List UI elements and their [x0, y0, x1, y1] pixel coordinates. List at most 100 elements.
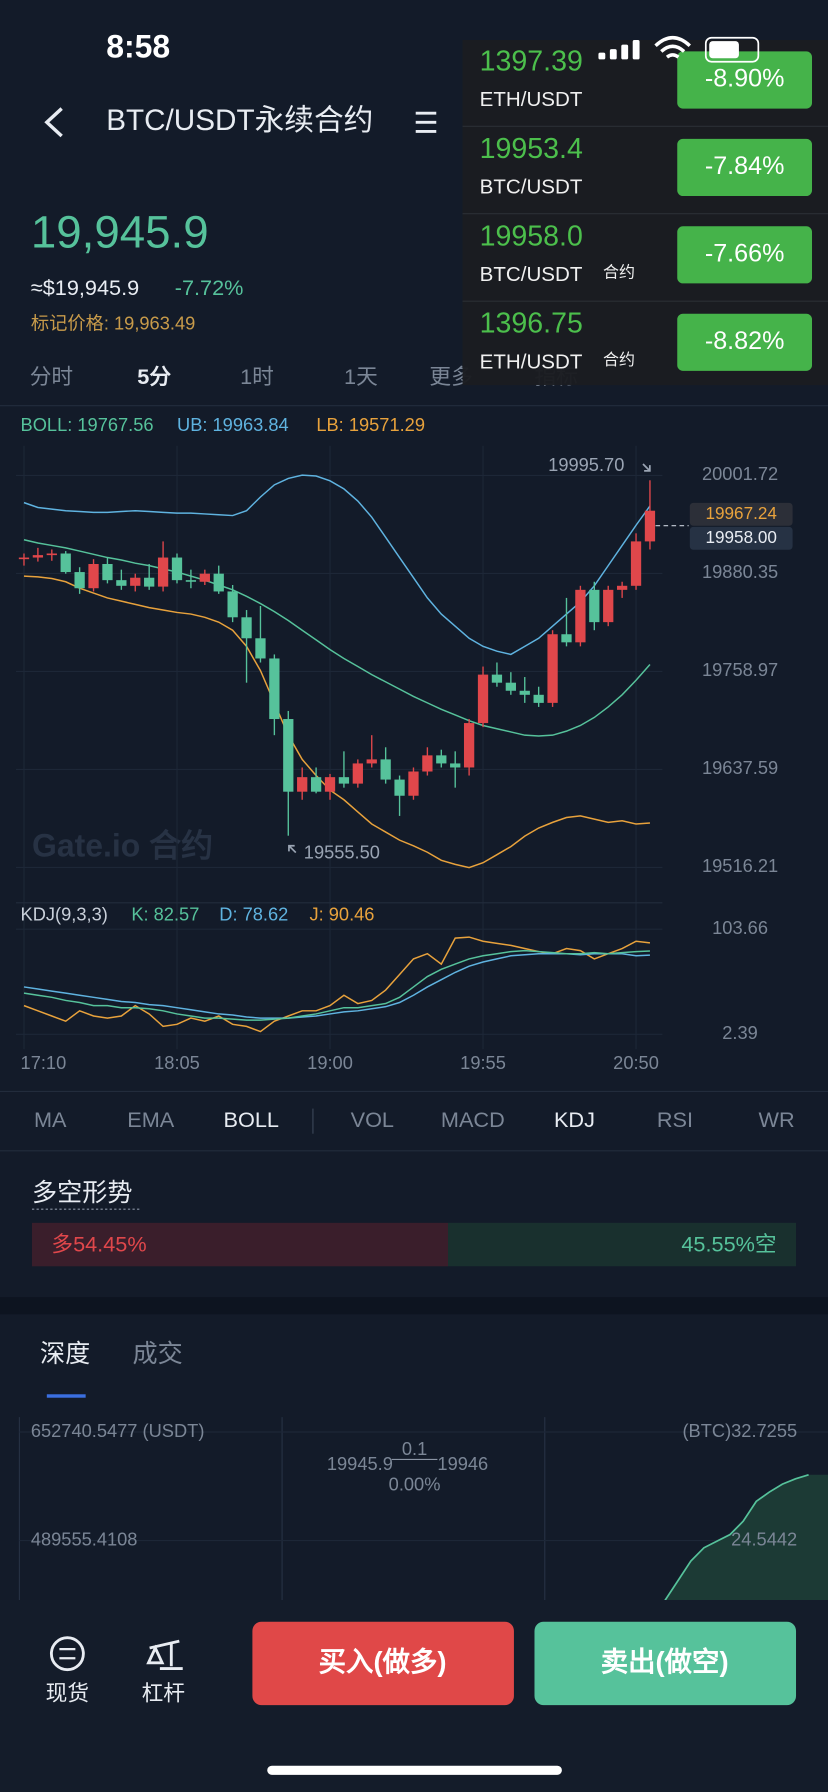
notification-price: 1397.39 — [480, 45, 583, 77]
candle-body — [436, 755, 447, 764]
x-tick-label: 19:00 — [307, 1052, 353, 1073]
interval-tab[interactable]: 1天 — [344, 364, 378, 389]
notification-change: -8.82% — [705, 327, 785, 355]
candle-body — [352, 763, 363, 784]
y-tick-label: 19637.59 — [702, 757, 778, 778]
spread: 0.1 — [402, 1438, 427, 1459]
indicator-tab[interactable]: BOLL — [224, 1107, 279, 1132]
x-tick-label: 19:55 — [460, 1052, 506, 1073]
notification-price: 19953.4 — [480, 133, 583, 165]
mark-price-tag: 19967.24 — [705, 503, 777, 523]
indicator-tab[interactable]: RSI — [657, 1107, 693, 1132]
spot-icon[interactable] — [49, 1636, 85, 1672]
indicator-tab[interactable]: MACD — [441, 1107, 505, 1132]
candle-body — [561, 634, 572, 643]
x-tick-label: 20:50 — [613, 1052, 659, 1073]
notification-change: -7.66% — [705, 239, 785, 267]
candle-body — [241, 617, 252, 639]
depth-tick-label: 24.5442 — [731, 1528, 797, 1549]
trades-tab[interactable]: 成交 — [132, 1340, 182, 1368]
spot-label[interactable]: 现货 — [46, 1681, 89, 1706]
tab-indicator — [46, 1394, 86, 1398]
candle-body — [603, 589, 614, 623]
change-badge[interactable] — [677, 138, 813, 196]
ask-line — [664, 1473, 809, 1600]
interval-tab[interactable]: 分时 — [30, 364, 73, 389]
spot-icon — [59, 1648, 76, 1660]
mark-tag-bg — [689, 502, 793, 526]
signal-bar — [621, 44, 629, 60]
status-time: 8:58 — [106, 29, 170, 65]
sell-label[interactable]: 卖出(做空) — [601, 1646, 729, 1677]
interval-tab[interactable]: 1时 — [240, 364, 274, 389]
indicator-tab[interactable]: WR — [759, 1107, 795, 1132]
short-label: 45.55%空 — [681, 1231, 776, 1256]
indicator-tab[interactable]: KDJ — [554, 1107, 595, 1132]
interval-tab[interactable]: 5分 — [137, 364, 171, 389]
low-annotation: 19555.50 — [304, 842, 380, 863]
change-badge[interactable] — [677, 226, 813, 284]
candle-body — [116, 580, 127, 586]
candle-body — [255, 638, 266, 659]
candle-body — [547, 634, 558, 703]
notification-change: -7.84% — [705, 152, 785, 180]
indicator-tab[interactable]: EMA — [127, 1107, 175, 1132]
ub-legend: UB: 19963.84 — [177, 414, 289, 435]
indicator-line — [23, 539, 651, 737]
candle-body — [644, 510, 656, 542]
y-tick-label: 19880.35 — [702, 561, 778, 582]
k-legend: K: 82.57 — [131, 903, 199, 924]
candle-body — [463, 723, 475, 768]
buy-button[interactable] — [252, 1621, 514, 1706]
notification-tag: 合约 — [603, 263, 635, 281]
candle-body — [477, 674, 489, 724]
x-tick-label: 18:05 — [154, 1052, 200, 1073]
candle-body — [297, 777, 308, 792]
notification-price: 19958.0 — [480, 220, 583, 252]
candle-body — [269, 658, 280, 720]
last-price-tag: 19958.00 — [705, 527, 776, 547]
candle-body — [338, 777, 350, 784]
candle-body — [408, 771, 419, 796]
menu-icon[interactable] — [415, 111, 437, 133]
notification-change: -8.90% — [705, 65, 785, 93]
candle-body — [533, 694, 544, 703]
back-arrow[interactable] — [44, 107, 63, 138]
buy-label[interactable]: 买入(做多) — [319, 1646, 447, 1677]
candle-body — [32, 555, 44, 558]
candle-body — [227, 591, 238, 618]
candle-body — [74, 572, 85, 589]
margin-label[interactable]: 杠杆 — [142, 1681, 185, 1706]
indicator-tab[interactable]: VOL — [351, 1107, 394, 1132]
candle-body — [505, 682, 516, 691]
margin-icon[interactable] — [146, 1639, 183, 1670]
ask-area — [665, 1474, 828, 1600]
change-badge[interactable] — [677, 313, 813, 371]
usd-price: ≈$19,945.9 — [31, 275, 139, 300]
notification-tag: 合约 — [603, 351, 635, 369]
candle-body — [616, 585, 628, 590]
candle-body — [88, 564, 99, 589]
candle-body — [450, 763, 461, 768]
indicator-tab[interactable]: MA — [34, 1107, 67, 1132]
y-tick-label: 20001.72 — [702, 463, 778, 484]
battery-level — [709, 41, 739, 59]
sell-button[interactable] — [534, 1621, 797, 1706]
price-change: -7.72% — [175, 275, 244, 300]
d-legend: D: 78.62 — [219, 903, 288, 924]
change-badge[interactable] — [677, 51, 813, 109]
indicator-line — [23, 949, 650, 1021]
indicator-line — [23, 952, 650, 1019]
candle-body — [380, 759, 391, 780]
kdj-legend: KDJ(9,3,3) — [21, 903, 108, 924]
watermark: Gate.io 合约 — [32, 827, 213, 863]
depth-tab[interactable]: 深度 — [40, 1340, 90, 1368]
candle-body — [283, 719, 294, 792]
y-tick-label: 19516.21 — [702, 855, 778, 876]
candle-body — [589, 589, 600, 623]
last-price: 19,945.9 — [31, 206, 209, 257]
signal-bar — [609, 49, 617, 60]
mark-price: 标记价格: 19,963.49 — [31, 312, 195, 333]
depth-tick-label: 652740.5477 (USDT) — [31, 1420, 205, 1441]
